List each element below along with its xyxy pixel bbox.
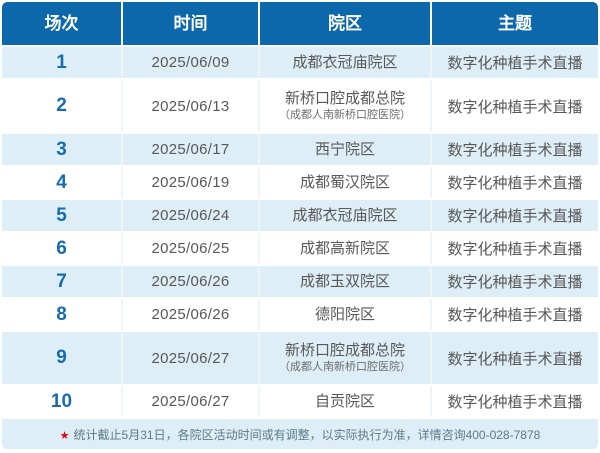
table-row: 5 2025/06/24 成都衣冠庙院区 数字化种植手术直播 <box>2 200 598 233</box>
topic-cell: 数字化种植手术直播 <box>447 175 583 192</box>
topic-cell: 数字化种植手术直播 <box>447 307 583 324</box>
campus-name: 成都衣冠庙院区 <box>292 206 398 224</box>
table-row: 6 2025/06/25 成都高新院区 数字化种植手术直播 <box>2 233 598 266</box>
session-number-cell: 3 <box>2 134 123 165</box>
topic-cell: 数字化种植手术直播 <box>447 274 583 291</box>
session-number-cell: 1 <box>2 47 123 78</box>
date-cell: 2025/06/17 <box>123 134 260 165</box>
date-cell: 2025/06/26 <box>123 266 260 297</box>
topic-cell: 数字化种植手术直播 <box>447 142 583 159</box>
campus-name: 成都高新院区 <box>299 239 390 257</box>
topic-cell: 数字化种植手术直播 <box>447 241 583 258</box>
star-icon: ★ <box>59 429 70 442</box>
date-cell: 2025/06/09 <box>123 47 260 78</box>
date-cell: 2025/06/19 <box>123 167 260 198</box>
date-cell: 2025/06/13 <box>123 80 260 132</box>
session-number-cell: 8 <box>2 299 123 330</box>
campus-cell: 成都玉双院区 <box>260 266 432 297</box>
campus-cell: 成都衣冠庙院区 <box>260 47 432 78</box>
campus-cell: 新桥口腔成都总院 （成都人南新桥口腔医院） <box>260 332 432 384</box>
date-cell: 2025/06/27 <box>123 332 260 384</box>
campus-name: 德阳院区 <box>314 305 375 323</box>
session-number-cell: 2 <box>2 80 123 132</box>
table-row: 3 2025/06/17 西宁院区 数字化种植手术直播 <box>2 134 598 167</box>
table-body: 1 2025/06/09 成都衣冠庙院区 数字化种植手术直播 2 2025/06… <box>2 47 598 419</box>
session-number-cell: 6 <box>2 233 123 264</box>
table-row: 9 2025/06/27 新桥口腔成都总院 （成都人南新桥口腔医院） 数字化种植… <box>2 332 598 386</box>
campus-name: 成都玉双院区 <box>299 272 390 290</box>
campus-cell: 自贡院区 <box>260 386 432 417</box>
campus-cell: 德阳院区 <box>260 299 432 330</box>
topic-cell: 数字化种植手术直播 <box>447 208 583 225</box>
table-header-row: 场次 时间 院区 主题 <box>2 2 598 47</box>
campus-cell: 成都高新院区 <box>260 233 432 264</box>
table-row: 10 2025/06/27 自贡院区 数字化种植手术直播 <box>2 386 598 419</box>
table-row: 4 2025/06/19 成都蜀汉院区 数字化种植手术直播 <box>2 167 598 200</box>
campus-sub-name: （成都人南新桥口腔医院） <box>279 108 411 121</box>
topic-cell: 数字化种植手术直播 <box>447 394 583 411</box>
session-number-cell: 10 <box>2 386 123 417</box>
column-header-campus: 院区 <box>260 2 432 45</box>
campus-name: 成都蜀汉院区 <box>299 173 390 191</box>
campus-cell: 成都衣冠庙院区 <box>260 200 432 231</box>
date-cell: 2025/06/26 <box>123 299 260 330</box>
date-cell: 2025/06/24 <box>123 200 260 231</box>
topic-cell: 数字化种植手术直播 <box>447 55 583 72</box>
date-cell: 2025/06/27 <box>123 386 260 417</box>
campus-cell: 西宁院区 <box>260 134 432 165</box>
campus-cell: 新桥口腔成都总院 （成都人南新桥口腔医院） <box>260 80 432 132</box>
table-row: 7 2025/06/26 成都玉双院区 数字化种植手术直播 <box>2 266 598 299</box>
campus-name: 成都衣冠庙院区 <box>292 53 398 71</box>
session-number-cell: 9 <box>2 332 123 384</box>
table-row: 1 2025/06/09 成都衣冠庙院区 数字化种植手术直播 <box>2 47 598 80</box>
topic-cell: 数字化种植手术直播 <box>447 98 583 116</box>
session-number-cell: 5 <box>2 200 123 231</box>
column-header-time: 时间 <box>123 2 260 45</box>
table-row: 2 2025/06/13 新桥口腔成都总院 （成都人南新桥口腔医院） 数字化种植… <box>2 80 598 134</box>
campus-cell: 成都蜀汉院区 <box>260 167 432 198</box>
footnote-text: ★ 统计截止5月31日，各院区活动时间或有调整，以实际执行为准，详情咨询400-0… <box>60 426 541 443</box>
footnote-label: 统计截止5月31日，各院区活动时间或有调整，以实际执行为准，详情咨询400-02… <box>73 427 541 442</box>
table-footnote-bar: ★ 统计截止5月31日，各院区活动时间或有调整，以实际执行为准，详情咨询400-0… <box>2 419 598 449</box>
campus-name: 西宁院区 <box>314 140 375 158</box>
table-row: 8 2025/06/26 德阳院区 数字化种植手术直播 <box>2 299 598 332</box>
column-header-session: 场次 <box>2 2 123 45</box>
campus-name: 新桥口腔成都总院 <box>284 90 405 108</box>
campus-name: 自贡院区 <box>314 392 375 410</box>
session-number-cell: 4 <box>2 167 123 198</box>
campus-name: 新桥口腔成都总院 <box>284 342 405 360</box>
topic-cell: 数字化种植手术直播 <box>447 350 583 368</box>
date-cell: 2025/06/25 <box>123 233 260 264</box>
campus-sub-name: （成都人南新桥口腔医院） <box>279 360 411 373</box>
column-header-topic: 主题 <box>498 14 532 33</box>
session-number-cell: 7 <box>2 266 123 297</box>
